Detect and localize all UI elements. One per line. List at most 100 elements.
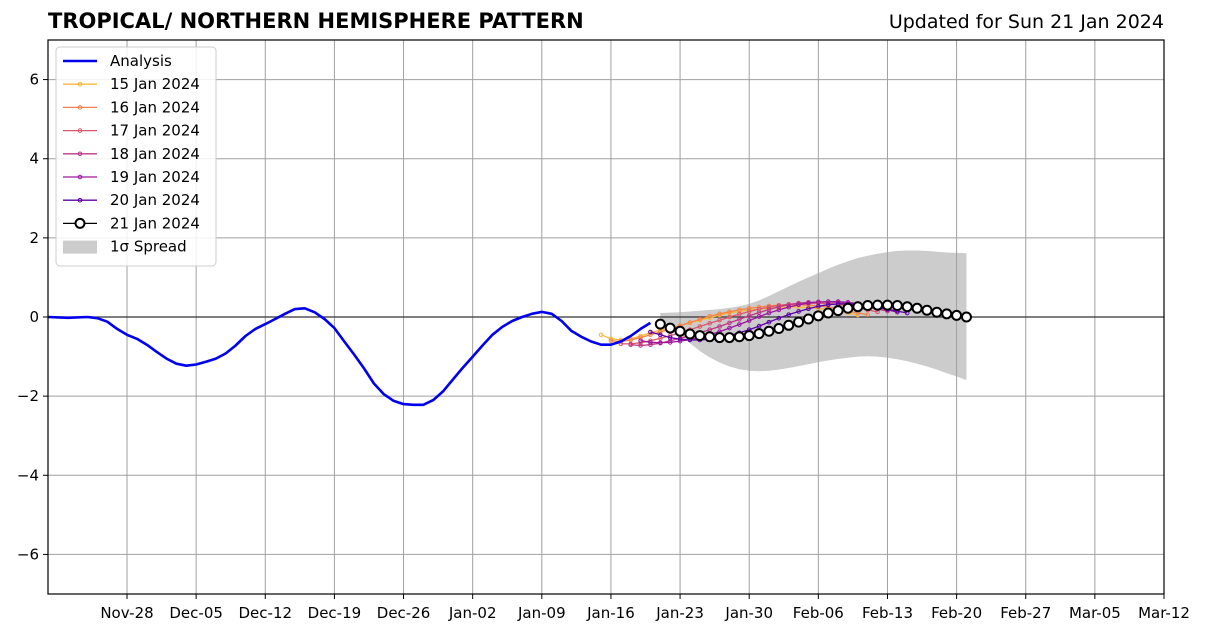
forecast-point bbox=[737, 311, 742, 317]
forecast-point bbox=[707, 313, 712, 319]
legend-box bbox=[55, 46, 217, 267]
y-tick-label: 4 bbox=[29, 150, 39, 168]
forecast-point bbox=[786, 304, 792, 310]
x-tick-label: Feb-06 bbox=[793, 604, 844, 622]
forecast-point bbox=[766, 310, 772, 316]
x-tick-label: Jan-16 bbox=[586, 604, 635, 622]
legend-entry: Analysis bbox=[63, 52, 172, 70]
forecast-point-latest bbox=[733, 331, 745, 343]
y-tick-label: −6 bbox=[17, 545, 39, 563]
forecast-point bbox=[727, 309, 732, 315]
forecast-point bbox=[737, 317, 742, 322]
legend-marker bbox=[74, 217, 86, 229]
legend-entry: 21 Jan 2024 bbox=[63, 214, 200, 232]
forecast-point bbox=[667, 340, 673, 345]
legend-label: 19 Jan 2024 bbox=[110, 168, 200, 186]
forecast-point bbox=[707, 321, 712, 326]
legend-marker bbox=[77, 174, 83, 180]
y-tick-label: −2 bbox=[17, 387, 39, 405]
x-tick-label: Dec-26 bbox=[377, 604, 431, 622]
legend-label: 18 Jan 2024 bbox=[110, 145, 200, 163]
legend-label: 20 Jan 2024 bbox=[110, 191, 200, 209]
axes-layer: −6 −4 −2 0 2 4 6 Nov-28 Dec-05 Dec-12 Dec-19 Dec-26… bbox=[17, 39, 1190, 622]
x-tick-label: Dec-12 bbox=[239, 604, 293, 622]
chart-title: TROPICAL/ NORTHERN HEMISPHERE PATTERN bbox=[48, 9, 584, 33]
forecast-point-latest bbox=[753, 328, 765, 340]
forecast-point-latest bbox=[684, 328, 696, 340]
forecast-line bbox=[610, 304, 868, 343]
forecast-point bbox=[816, 299, 821, 305]
forecast-point bbox=[746, 313, 752, 319]
forecast-point-latest bbox=[694, 330, 706, 342]
x-tick-label: Jan-09 bbox=[517, 604, 566, 622]
forecast-point bbox=[628, 342, 633, 348]
y-tick-label: 6 bbox=[29, 71, 39, 89]
forecast-point bbox=[786, 312, 792, 317]
forecast-point-latest bbox=[852, 301, 864, 313]
legend-marker bbox=[77, 151, 83, 157]
forecast-point bbox=[638, 343, 643, 348]
y-tick-label: 0 bbox=[29, 308, 39, 326]
legend-entry: 18 Jan 2024 bbox=[63, 145, 200, 163]
forecast-point bbox=[776, 315, 782, 321]
forecast-point-latest bbox=[931, 306, 943, 318]
forecast-point bbox=[727, 320, 732, 326]
legend-swatch bbox=[63, 240, 97, 254]
legend-marker bbox=[77, 197, 83, 203]
legend-label: Analysis bbox=[110, 52, 172, 70]
forecast-point-latest bbox=[822, 307, 834, 319]
forecast-point-latest bbox=[773, 322, 785, 334]
forecast-point-latest bbox=[664, 322, 676, 334]
y-tick-label: 2 bbox=[29, 229, 39, 247]
legend-marker bbox=[77, 128, 83, 133]
forecast-point-latest bbox=[812, 310, 824, 322]
forecast-point bbox=[746, 309, 752, 314]
forecast-point-latest bbox=[891, 300, 903, 312]
forecast-point-latest bbox=[802, 313, 814, 325]
forecast-point bbox=[717, 317, 722, 323]
x-tick-label: Dec-19 bbox=[308, 604, 362, 622]
legend-entry: 17 Jan 2024 bbox=[63, 122, 200, 140]
forecast-point-latest bbox=[921, 304, 933, 316]
x-tick-label: Mar-05 bbox=[1069, 604, 1121, 622]
forecast-point bbox=[727, 325, 732, 331]
legend-entry: 15 Jan 2024 bbox=[63, 75, 200, 93]
forecast-point bbox=[638, 338, 643, 344]
y-tick-label: −4 bbox=[17, 466, 39, 484]
forecast-point bbox=[806, 300, 811, 306]
forecast-point-latest bbox=[763, 325, 775, 337]
x-tick-label: Dec-05 bbox=[169, 604, 223, 622]
legend-label: 17 Jan 2024 bbox=[110, 122, 200, 140]
forecast-point-latest bbox=[960, 311, 972, 323]
forecast-line bbox=[600, 306, 858, 341]
forecast-point-latest bbox=[714, 332, 726, 344]
forecast-point-latest bbox=[832, 305, 844, 317]
forecast-point bbox=[796, 302, 801, 308]
forecast-line bbox=[630, 301, 888, 347]
forecast-point bbox=[648, 329, 653, 335]
forecast-point-latest bbox=[901, 301, 913, 313]
legend-entry: 1σ Spread bbox=[63, 238, 187, 256]
forecast-point bbox=[648, 340, 653, 345]
forecast-point bbox=[816, 304, 821, 309]
legend-entry: 20 Jan 2024 bbox=[63, 191, 200, 209]
forecast-point-latest bbox=[862, 300, 874, 312]
forecast-point bbox=[756, 314, 762, 319]
forecast-point bbox=[756, 323, 762, 329]
forecast-point bbox=[717, 324, 722, 329]
forecast-point bbox=[717, 311, 722, 317]
forecast-point bbox=[776, 307, 782, 313]
forecast-point bbox=[658, 329, 663, 335]
forecast-point-latest bbox=[704, 331, 716, 343]
legend: Analysis 15 Jan 2024 16 Jan 2024 17 Jan 202… bbox=[55, 46, 217, 267]
x-tick-label: Jan-23 bbox=[655, 604, 704, 622]
forecast-point bbox=[865, 312, 871, 317]
x-tick-label: Nov-28 bbox=[100, 604, 153, 622]
forecast-point bbox=[598, 332, 604, 338]
forecast-point-latest bbox=[872, 299, 884, 311]
series-layer bbox=[47, 299, 972, 407]
legend-label: 1σ Spread bbox=[110, 238, 187, 256]
forecast-point bbox=[667, 335, 673, 340]
legend-label: 21 Jan 2024 bbox=[110, 214, 200, 232]
